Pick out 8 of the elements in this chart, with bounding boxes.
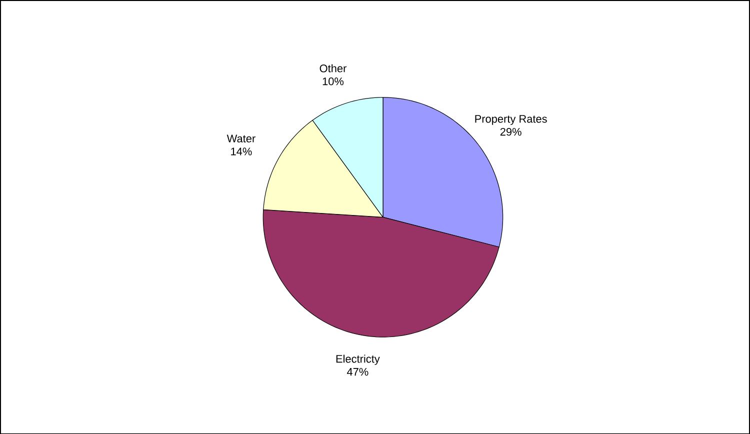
slice-label: Other bbox=[320, 64, 347, 72]
data-label: 29% bbox=[500, 128, 522, 136]
data-label: 10% bbox=[322, 77, 344, 86]
data-label: 47% bbox=[346, 368, 368, 376]
slice-label: Water bbox=[226, 134, 256, 142]
slice-label: Property Rates bbox=[475, 114, 547, 125]
slice-label: Electricty bbox=[336, 354, 380, 365]
data-label: 14% bbox=[231, 147, 252, 156]
